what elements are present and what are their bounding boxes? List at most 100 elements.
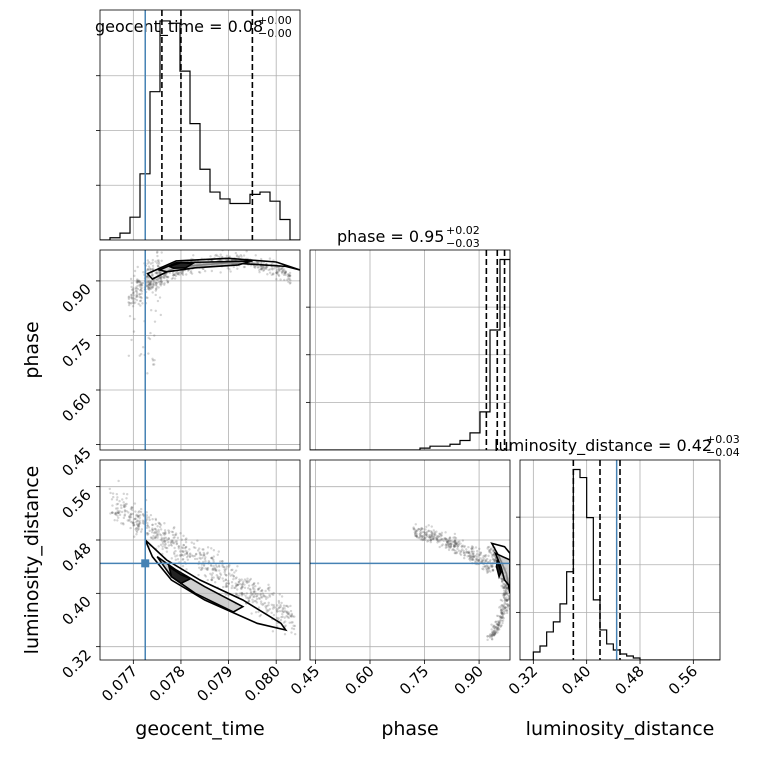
sample-point — [181, 270, 184, 274]
sample-point — [254, 254, 257, 257]
sample-point — [130, 506, 133, 509]
sample-point — [180, 271, 183, 274]
sample-point — [416, 536, 419, 539]
sample-point — [265, 267, 268, 271]
sample-point — [257, 610, 260, 614]
sample-point — [204, 556, 207, 559]
sample-point — [182, 544, 185, 547]
sample-point — [122, 501, 125, 504]
sample-point — [185, 537, 188, 540]
sample-point — [164, 532, 167, 535]
sample-point — [192, 542, 196, 545]
sample-point — [132, 523, 135, 526]
sample-point — [154, 536, 158, 539]
sample-point — [163, 543, 166, 547]
sample-point — [148, 283, 151, 286]
sample-point — [283, 616, 286, 619]
sample-point — [162, 275, 165, 279]
sample-point — [284, 620, 287, 623]
sample-point — [236, 588, 239, 591]
sample-point — [459, 550, 463, 554]
sample-point — [438, 532, 441, 536]
title-luminosity-distance-minus: −0.04 — [706, 446, 740, 459]
sample-point — [421, 538, 424, 541]
sample-point — [141, 345, 145, 349]
sample-point — [110, 498, 114, 501]
sample-point — [180, 272, 184, 275]
sample-point — [474, 557, 478, 560]
sample-point — [285, 614, 288, 618]
sample-point — [131, 520, 134, 524]
sample-point — [132, 287, 135, 290]
sample-point — [427, 524, 430, 527]
sample-point — [487, 567, 490, 571]
sample-point — [154, 289, 158, 292]
sample-point — [422, 536, 425, 539]
sample-point — [454, 542, 457, 545]
sample-point — [248, 587, 252, 591]
sample-point — [115, 511, 118, 514]
title-geocent-time-plus: +0.00 — [258, 14, 292, 27]
sample-point — [247, 580, 251, 583]
sample-point — [430, 535, 434, 538]
sample-point — [439, 535, 442, 538]
sample-point — [131, 521, 135, 525]
sample-point — [135, 291, 139, 295]
sample-point — [290, 614, 294, 617]
sample-point — [453, 532, 457, 536]
sample-point — [156, 534, 160, 537]
sample-point — [123, 505, 126, 509]
sample-point — [178, 554, 182, 557]
sample-point — [176, 272, 180, 276]
sample-point — [280, 615, 283, 619]
sample-point — [255, 597, 259, 601]
sample-point — [254, 600, 257, 603]
sample-point — [493, 633, 496, 636]
sample-point — [147, 261, 151, 264]
sample-point — [265, 265, 268, 269]
sample-point — [501, 593, 505, 596]
sample-point — [413, 528, 416, 531]
sample-point — [420, 536, 423, 539]
sample-point — [282, 621, 286, 624]
sample-point — [138, 520, 141, 524]
sample-point — [460, 549, 463, 553]
sample-point — [132, 291, 135, 295]
x-axis-label-luminosity-distance: luminosity_distance — [526, 718, 715, 740]
sample-point — [505, 608, 509, 612]
sample-point — [146, 372, 149, 375]
sample-point — [502, 612, 505, 616]
sample-point — [288, 621, 291, 625]
sample-point — [194, 546, 197, 550]
density-contour-1 — [493, 551, 510, 588]
sample-point — [174, 540, 177, 543]
sample-point — [470, 547, 473, 551]
sample-point — [116, 507, 119, 510]
sample-point — [271, 593, 275, 597]
sample-point — [174, 558, 178, 561]
sample-point — [493, 626, 496, 629]
sample-point — [278, 269, 281, 273]
sample-point — [432, 535, 435, 539]
sample-point — [138, 354, 141, 357]
sample-point — [220, 255, 224, 259]
sample-point — [415, 535, 419, 539]
sample-point — [140, 282, 143, 285]
sample-point — [132, 290, 135, 293]
sample-point — [436, 536, 439, 539]
sample-point — [256, 582, 260, 585]
sample-point — [174, 555, 177, 558]
sample-point — [470, 545, 474, 548]
sample-point — [138, 519, 141, 522]
sample-point — [149, 282, 152, 285]
x-axis-label-phase: phase — [381, 718, 438, 740]
sample-point — [498, 621, 501, 624]
sample-point — [479, 551, 483, 555]
sample-point — [234, 582, 237, 585]
sample-point — [289, 281, 292, 284]
sample-point — [504, 606, 508, 609]
sample-point — [138, 292, 141, 296]
sample-point — [253, 593, 257, 596]
sample-point — [210, 578, 213, 581]
sample-point — [135, 527, 138, 530]
